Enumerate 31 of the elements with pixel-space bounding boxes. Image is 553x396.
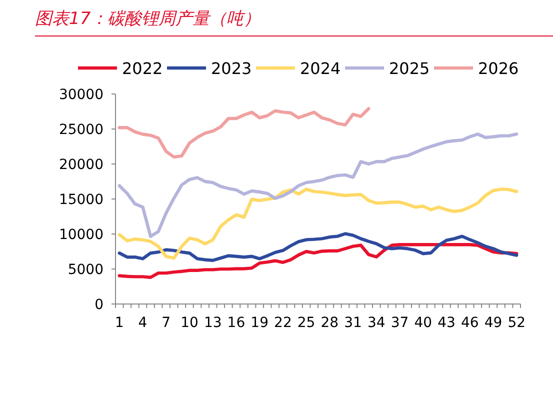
y-tick-label: 15000 <box>58 192 104 208</box>
y-tick-label: 5000 <box>68 262 104 278</box>
y-tick-label: 10000 <box>58 227 104 243</box>
x-tick-label: 49 <box>484 315 502 331</box>
x-tick-label: 28 <box>320 315 339 331</box>
x-tick-label: 25 <box>297 315 316 331</box>
title: 图表17：碳酸锂周产量（吨） <box>35 9 261 29</box>
legend-label: 2023 <box>211 59 252 78</box>
x-tick-label: 4 <box>138 315 148 331</box>
y-tick-label: 20000 <box>58 157 104 173</box>
x-tick-label: 10 <box>180 315 198 331</box>
x-tick-label: 40 <box>414 315 432 331</box>
x-tick-label: 46 <box>460 315 479 331</box>
x-tick-label: 7 <box>162 315 171 331</box>
x-tick-label: 16 <box>227 315 246 331</box>
x-tick-label: 31 <box>344 315 362 331</box>
legend-label: 2025 <box>389 59 430 78</box>
x-tick-label: 1 <box>114 315 124 331</box>
y-tick-label: 0 <box>94 297 104 313</box>
x-tick-label: 22 <box>274 315 292 331</box>
x-tick-label: 34 <box>368 315 386 331</box>
legend-label: 2022 <box>122 59 163 78</box>
y-tick-label: 25000 <box>58 122 104 138</box>
legend-label: 2024 <box>300 59 341 78</box>
x-tick-label: 13 <box>204 315 222 331</box>
x-tick-label: 52 <box>508 315 526 331</box>
x-tick-label: 37 <box>390 315 409 331</box>
x-tick-label: 19 <box>250 315 268 331</box>
legend-label: 2026 <box>478 59 519 78</box>
x-tick-label: 43 <box>438 315 456 331</box>
y-tick-label: 30000 <box>58 87 104 103</box>
